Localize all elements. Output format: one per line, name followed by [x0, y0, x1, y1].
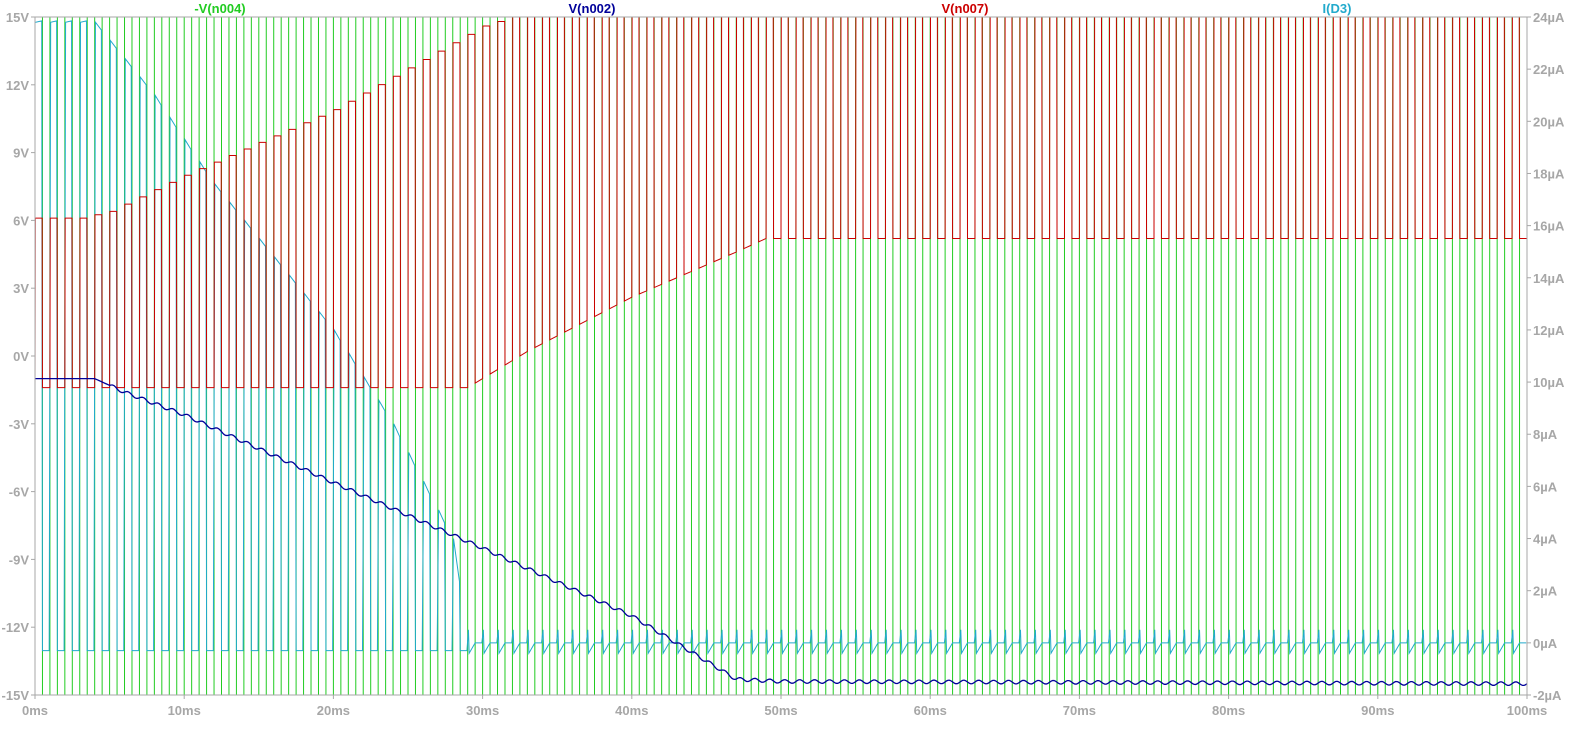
legend-label-n004[interactable]: -V(n004) [194, 1, 245, 16]
y-right-tick-label: 14µA [1533, 271, 1565, 286]
legend-label-n007[interactable]: V(n007) [942, 1, 989, 16]
legend: -V(n004) V(n002) V(n007) I(D3) [194, 1, 1351, 16]
y-right-tick-label: 12µA [1533, 323, 1565, 338]
x-tick-label: 40ms [615, 703, 648, 718]
y-right-tick-label: 10µA [1533, 375, 1565, 390]
series-line-n002 [35, 377, 1528, 687]
legend-label-d3[interactable]: I(D3) [1323, 1, 1352, 16]
y-left-tick-label: -6V [9, 485, 30, 500]
y-left-tick-label: -9V [9, 552, 30, 567]
x-tick-label: 90ms [1361, 703, 1394, 718]
y-left-tick-label: -3V [9, 417, 30, 432]
x-tick-label: 50ms [764, 703, 797, 718]
x-tick-label: 0ms [22, 703, 48, 718]
x-tick-label: 60ms [914, 703, 947, 718]
y-right-tick-label: 22µA [1533, 62, 1565, 77]
y-right-tick-label: 0µA [1533, 636, 1558, 651]
series-line-d3 [35, 20, 1527, 656]
y-right-tick-label: 16µA [1533, 219, 1565, 234]
y-right-tick-label: 6µA [1533, 479, 1558, 494]
series-layer [34, 16, 1528, 696]
y-right-tick-label: 24µA [1533, 10, 1565, 25]
y-left-tick-label: 3V [13, 281, 29, 296]
y-left-tick-label: 6V [13, 213, 29, 228]
y-left-tick-label: 9V [13, 146, 29, 161]
x-tick-label: 100ms [1507, 703, 1547, 718]
x-tick-label: 20ms [317, 703, 350, 718]
axis-layer: 0ms 10ms 20ms 30ms 40ms 50ms 60ms 70ms 80ms 90ms 1… [2, 10, 1565, 718]
y-left-tick-label: 0V [13, 349, 29, 364]
y-left-tick-label: 12V [6, 78, 29, 93]
x-tick-label: 70ms [1063, 703, 1096, 718]
legend-label-n002[interactable]: V(n002) [569, 1, 616, 16]
y-right-tick-label: 20µA [1533, 114, 1565, 129]
y-left-tick-label: 15V [6, 10, 29, 25]
y-right-tick-label: 4µA [1533, 532, 1558, 547]
x-tick-label: 80ms [1212, 703, 1245, 718]
x-tick-label: 10ms [168, 703, 201, 718]
y-right-tick-label: -2µA [1533, 688, 1562, 703]
y-right-tick-label: 2µA [1533, 584, 1558, 599]
y-left-tick-label: -15V [2, 688, 30, 703]
x-tick-label: 30ms [466, 703, 499, 718]
y-left-tick-label: -12V [2, 620, 30, 635]
y-right-tick-label: 18µA [1533, 166, 1565, 181]
y-right-tick-label: 8µA [1533, 427, 1558, 442]
